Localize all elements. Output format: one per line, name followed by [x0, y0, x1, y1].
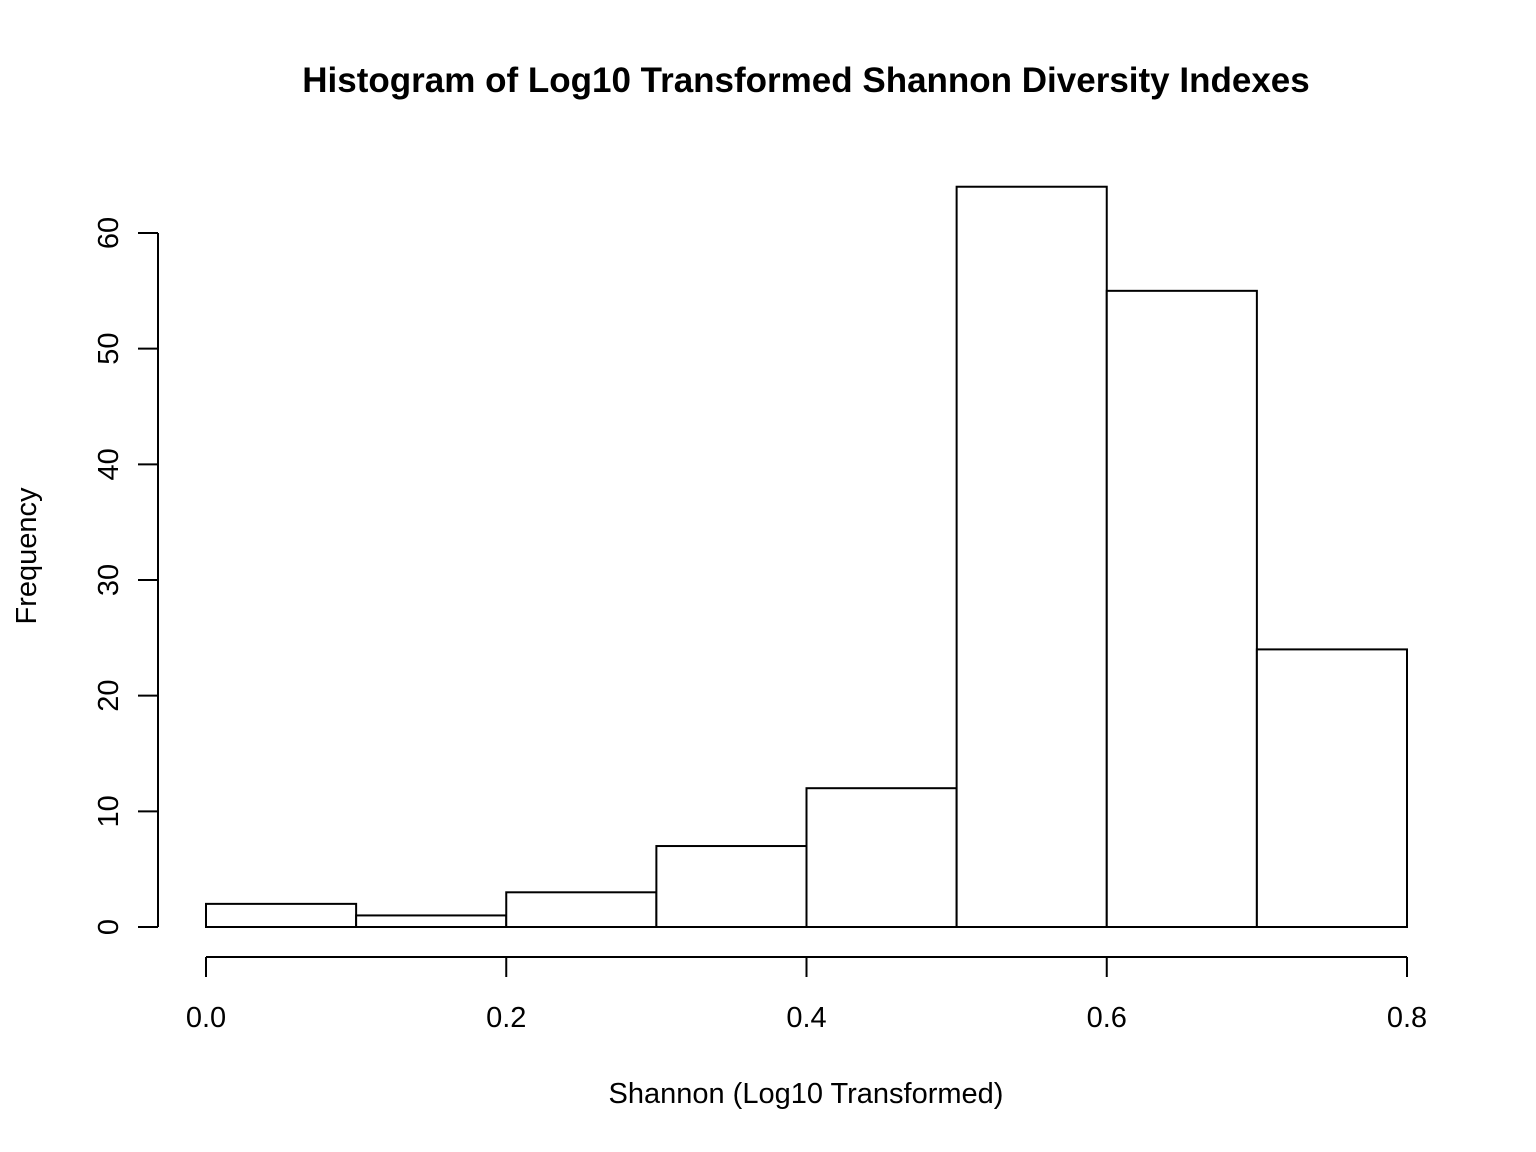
histogram-bar-5 [955, 185, 1108, 928]
histogram-bar-7 [1255, 648, 1408, 929]
y-tick-label: 10 [93, 795, 125, 827]
y-axis-label: Frequency [11, 487, 43, 625]
y-tick-label: 20 [93, 680, 125, 712]
y-tick-label: 60 [93, 217, 125, 249]
histogram-bar-6 [1105, 289, 1258, 929]
y-tick-label: 0 [93, 919, 125, 935]
x-tick-label: 0.2 [486, 1002, 526, 1034]
histogram-bar-3 [655, 845, 808, 928]
histogram-bar-4 [805, 787, 958, 929]
y-tick-label: 30 [93, 564, 125, 596]
bars-group [205, 185, 1408, 929]
x-tick-label: 0.0 [186, 1002, 226, 1034]
y-axis: 0 10 20 30 40 50 60 [93, 217, 159, 935]
chart-title: Histogram of Log10 Transformed Shannon D… [302, 61, 1309, 100]
x-tick-label: 0.6 [1087, 1002, 1127, 1034]
histogram-bar-0 [205, 902, 358, 928]
x-tick-label: 0.4 [786, 1002, 826, 1034]
histogram-bar-1 [355, 914, 508, 929]
x-axis-label: Shannon (Log10 Transformed) [609, 1078, 1004, 1110]
x-tick-label: 0.8 [1387, 1002, 1427, 1034]
histogram-bar-2 [505, 891, 658, 928]
x-axis: 0.0 0.2 0.4 0.6 0.8 [186, 956, 1427, 1034]
y-tick-label: 50 [93, 333, 125, 365]
y-tick-label: 40 [93, 448, 125, 480]
